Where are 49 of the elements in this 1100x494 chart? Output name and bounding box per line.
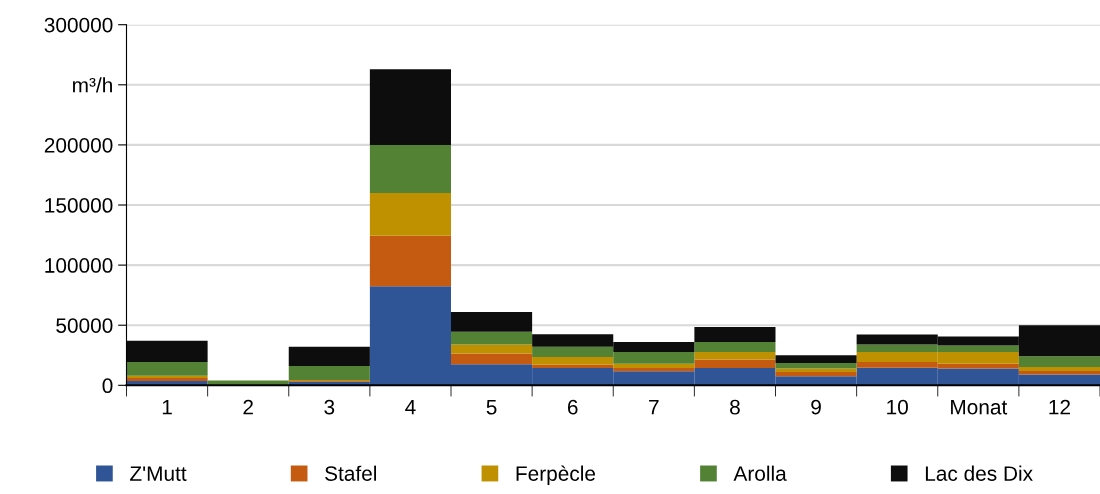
y-tick-label: 50000 xyxy=(56,318,113,333)
x-tick-label: 9 xyxy=(811,399,821,415)
bar xyxy=(694,326,776,343)
x-tick-label: 2 xyxy=(243,399,253,415)
bar xyxy=(369,192,451,236)
bar xyxy=(613,368,695,372)
legend-label: Lac des Dix xyxy=(925,465,1033,481)
y-tick-label: 150000 xyxy=(45,198,113,213)
bar xyxy=(369,69,451,145)
bar xyxy=(451,353,533,365)
x-tick-label: 6 xyxy=(567,399,578,415)
bar xyxy=(126,361,208,376)
x-tick-label: 1 xyxy=(162,399,172,415)
bar xyxy=(451,311,533,332)
bar xyxy=(532,364,614,368)
x-tick-label: Monat xyxy=(951,399,1008,415)
bar xyxy=(1018,356,1100,367)
x-tick-label: 7 xyxy=(649,399,659,415)
legend-label: Stafel xyxy=(325,465,377,481)
x-tick-label: 5 xyxy=(486,399,497,415)
legend-label: Arolla xyxy=(733,465,787,481)
bar xyxy=(694,351,776,360)
x-tick-label: 4 xyxy=(405,399,416,415)
y-tick-label: m³/h xyxy=(73,77,112,93)
bar xyxy=(775,368,857,373)
bar xyxy=(694,359,776,369)
bar xyxy=(288,366,370,380)
bar xyxy=(1018,371,1100,375)
y-tick-label: 0 xyxy=(102,378,113,394)
legend-label: Z'Mutt xyxy=(130,466,187,481)
x-tick-label: 12 xyxy=(1049,399,1070,415)
x-tick-label: 10 xyxy=(887,399,908,415)
y-tick-label: 100000 xyxy=(45,258,113,273)
x-tick-label: 3 xyxy=(324,399,335,415)
y-tick-label: 300000 xyxy=(44,17,113,33)
bar xyxy=(451,344,533,354)
bar xyxy=(369,235,451,287)
bar xyxy=(775,362,857,369)
bar xyxy=(288,346,370,367)
bar xyxy=(694,342,776,352)
bar xyxy=(369,144,451,193)
bar xyxy=(1018,366,1100,372)
bar xyxy=(775,372,857,377)
bar xyxy=(126,340,208,362)
bar xyxy=(775,355,857,363)
legend-label: Ferpècle xyxy=(516,465,596,486)
y-tick-label: 200000 xyxy=(44,137,113,153)
x-tick-label: 8 xyxy=(730,399,740,415)
bar xyxy=(451,331,533,345)
